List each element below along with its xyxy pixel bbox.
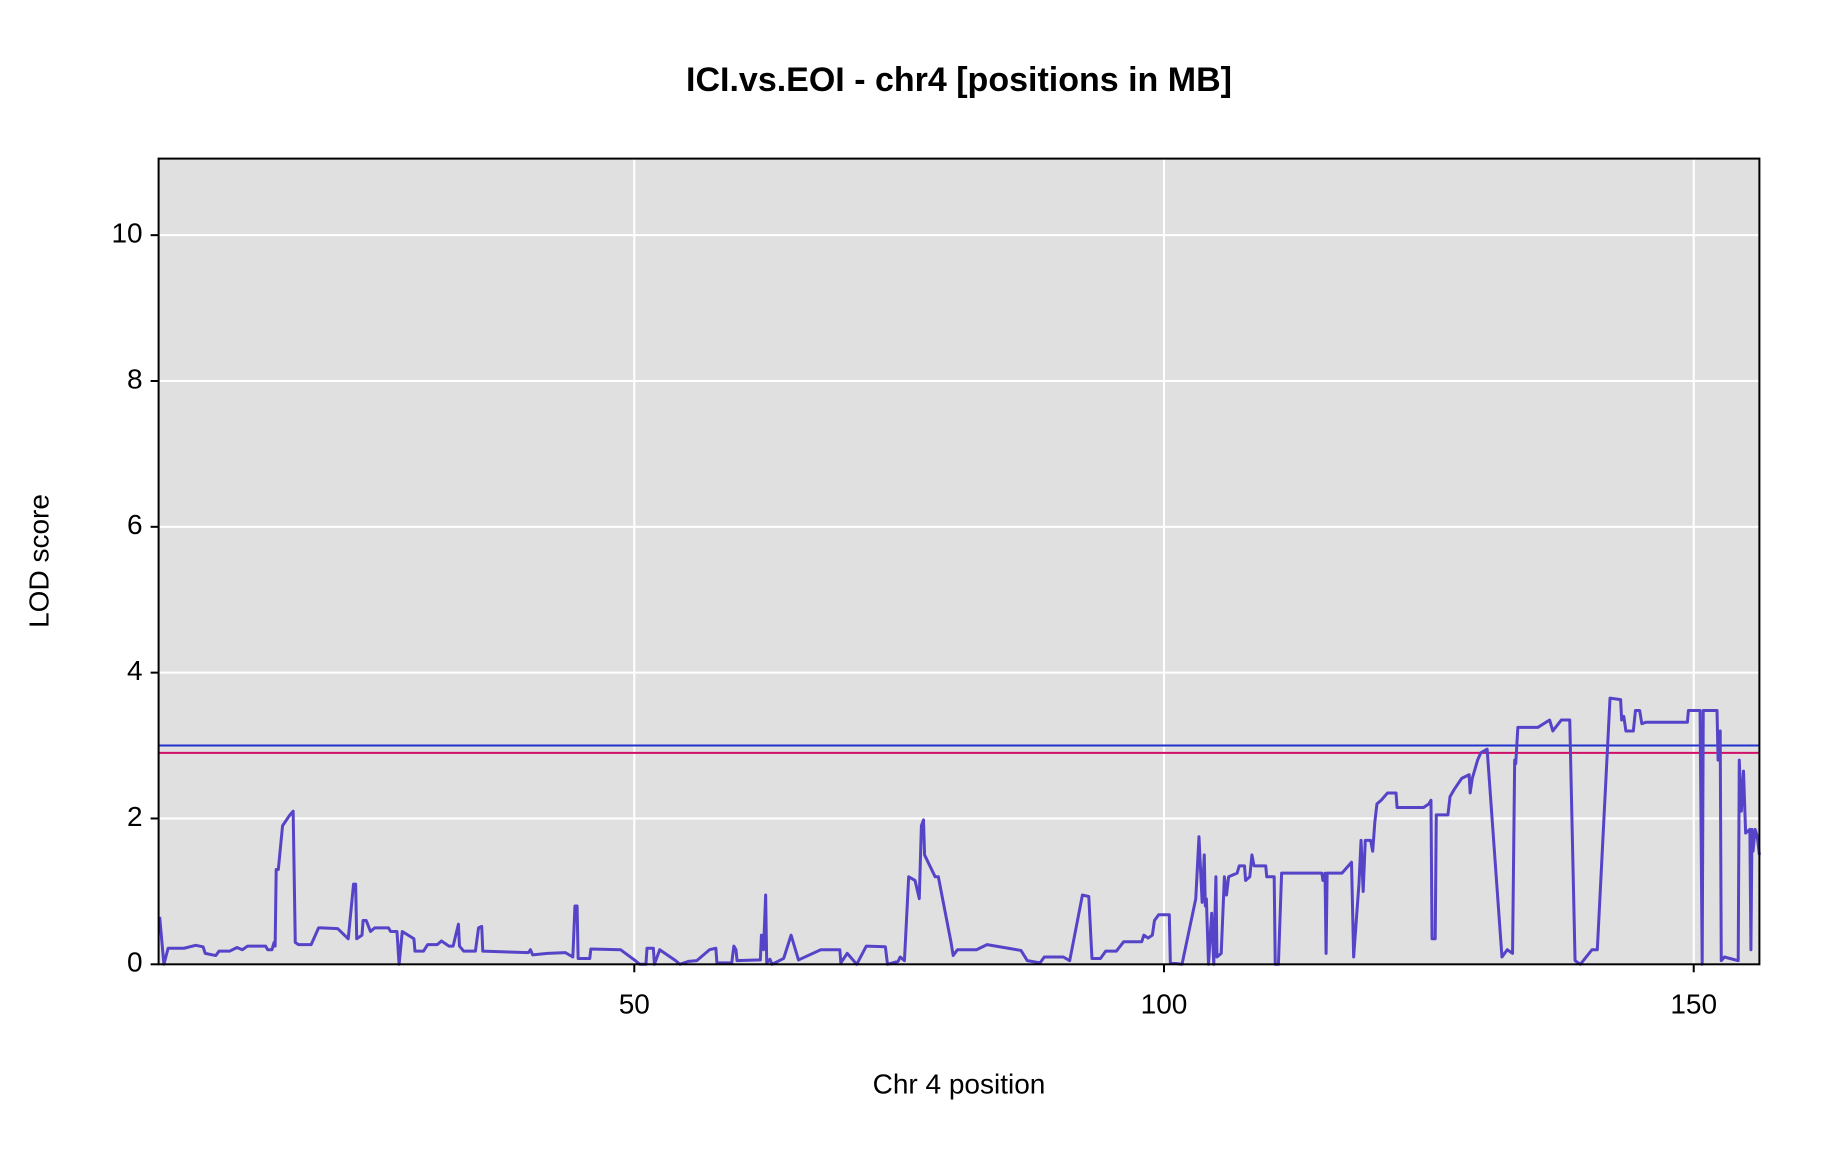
y-tick-label: 10 bbox=[111, 218, 142, 249]
y-axis-label: LOD score bbox=[23, 494, 54, 628]
chart-title: ICI.vs.EOI - chr4 [positions in MB] bbox=[686, 61, 1232, 99]
x-tick-label: 100 bbox=[1141, 989, 1188, 1020]
y-tick-label: 2 bbox=[127, 801, 143, 832]
lod-line bbox=[158, 696, 1761, 966]
plot-frame bbox=[157, 157, 1761, 966]
x-tick-label: 150 bbox=[1670, 989, 1717, 1020]
y-tick-label: 8 bbox=[127, 363, 143, 394]
plot-area bbox=[158, 158, 1761, 966]
plot-background bbox=[158, 158, 1760, 965]
y-tick-label: 0 bbox=[127, 947, 143, 978]
x-tick-label: 50 bbox=[619, 989, 650, 1020]
y-tick-label: 4 bbox=[127, 655, 143, 686]
x-axis-label: Chr 4 position bbox=[873, 1068, 1046, 1099]
y-tick-label: 6 bbox=[127, 509, 143, 540]
